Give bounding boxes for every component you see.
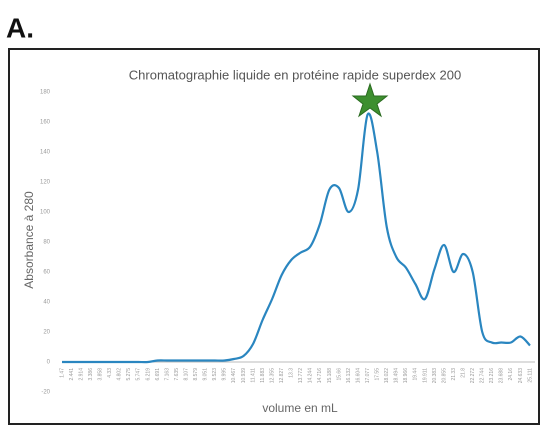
- frame: [8, 48, 540, 425]
- x-tick-label: 5.275: [126, 368, 132, 381]
- y-tick-label: 0: [47, 360, 51, 366]
- x-tick-label: 11.411: [250, 368, 256, 383]
- x-tick-label: 12.355: [269, 368, 275, 384]
- x-tick-label: 8.579: [193, 368, 199, 381]
- y-tick-label: 60: [43, 270, 50, 276]
- y-tick-label: 40: [43, 300, 50, 306]
- x-tick-label: 15.188: [327, 368, 333, 384]
- panel-label: A.: [6, 12, 34, 43]
- y-tick-label: 20: [43, 330, 50, 336]
- x-tick-label: 9.995: [222, 368, 228, 381]
- x-tick-label: 1.47: [59, 368, 65, 378]
- x-tick-label: 21.33: [451, 368, 457, 381]
- x-tick-label: 4.802: [117, 368, 123, 381]
- x-axis-label: volume en mL: [262, 401, 338, 415]
- x-tick-label: 12.827: [279, 368, 285, 384]
- x-tick-label: 8.107: [183, 368, 189, 381]
- x-tick-label: 14.244: [308, 368, 314, 384]
- x-tick-label: 7.163: [164, 368, 170, 381]
- x-tick-label: 18.022: [384, 368, 390, 384]
- x-tick-label: 22.272: [470, 368, 476, 384]
- x-tick-label: 18.966: [403, 368, 409, 384]
- line-series: [61, 112, 531, 364]
- x-tick-label: 19.911: [422, 368, 428, 383]
- x-tick-label: 17.077: [365, 368, 371, 384]
- y-tick-label: 180: [40, 90, 51, 96]
- x-tick-label: 9.051: [203, 368, 209, 381]
- x-tick-label: 22.744: [480, 368, 486, 384]
- x-tick-label: 13.3: [289, 368, 295, 378]
- x-tick-label: 21.8: [460, 368, 466, 378]
- x-tick-label: 23.216: [489, 368, 495, 384]
- x-tick-label: 6.691: [155, 368, 161, 381]
- x-tick-label: 10.467: [231, 368, 237, 384]
- x-tick-label: 6.219: [145, 368, 151, 381]
- x-tick-label: 4.33: [107, 368, 113, 378]
- x-tick-label: 15.66: [336, 368, 342, 381]
- x-tick-label: 16.132: [346, 368, 352, 384]
- x-tick-label: 2.441: [69, 368, 75, 381]
- x-tick-label: 18.494: [394, 368, 400, 384]
- x-tick-label: 16.604: [355, 368, 361, 384]
- x-tick-label: 20.855: [441, 368, 447, 384]
- x-tick-label: 19.44: [413, 368, 419, 381]
- y-tick-label: 140: [40, 150, 51, 156]
- y-tick-label: 100: [40, 210, 51, 216]
- x-tick-label: 13.772: [298, 368, 304, 384]
- y-tick-label: 160: [40, 120, 51, 126]
- x-tick-label: 11.883: [260, 368, 266, 383]
- x-tick-label: 3.858: [98, 368, 104, 381]
- peak-star: [351, 82, 389, 118]
- x-tick-label: 20.383: [432, 368, 438, 384]
- y-tick-label: -20: [41, 390, 50, 396]
- chart-title: Chromatographie liquide en protéine rapi…: [129, 67, 461, 82]
- x-tick-label: 7.635: [174, 368, 180, 381]
- plot: -20 0 20 40 60 80 100 120 140 160 180 1.47 2.441 2.91…: [40, 90, 535, 396]
- x-tick-label: 5.747: [136, 368, 142, 381]
- x-tick-label: 3.386: [88, 368, 94, 381]
- x-tick-label: 2.914: [78, 368, 84, 381]
- y-axis-label: Absorbance à 280: [22, 191, 36, 289]
- x-tick-label: 23.688: [499, 368, 505, 384]
- x-tick-label: 9.523: [212, 368, 218, 381]
- y-tick-label: 80: [43, 240, 50, 246]
- x-tick-label: 24.633: [518, 368, 524, 384]
- x-tick-label: 17.55: [375, 368, 381, 381]
- x-tick-label: 14.716: [317, 368, 323, 384]
- y-tick-label: 120: [40, 180, 51, 186]
- x-tick-label: 25.111: [527, 368, 533, 383]
- x-tick-label: 24.16: [508, 368, 514, 381]
- x-tick-label: 10.939: [241, 368, 247, 384]
